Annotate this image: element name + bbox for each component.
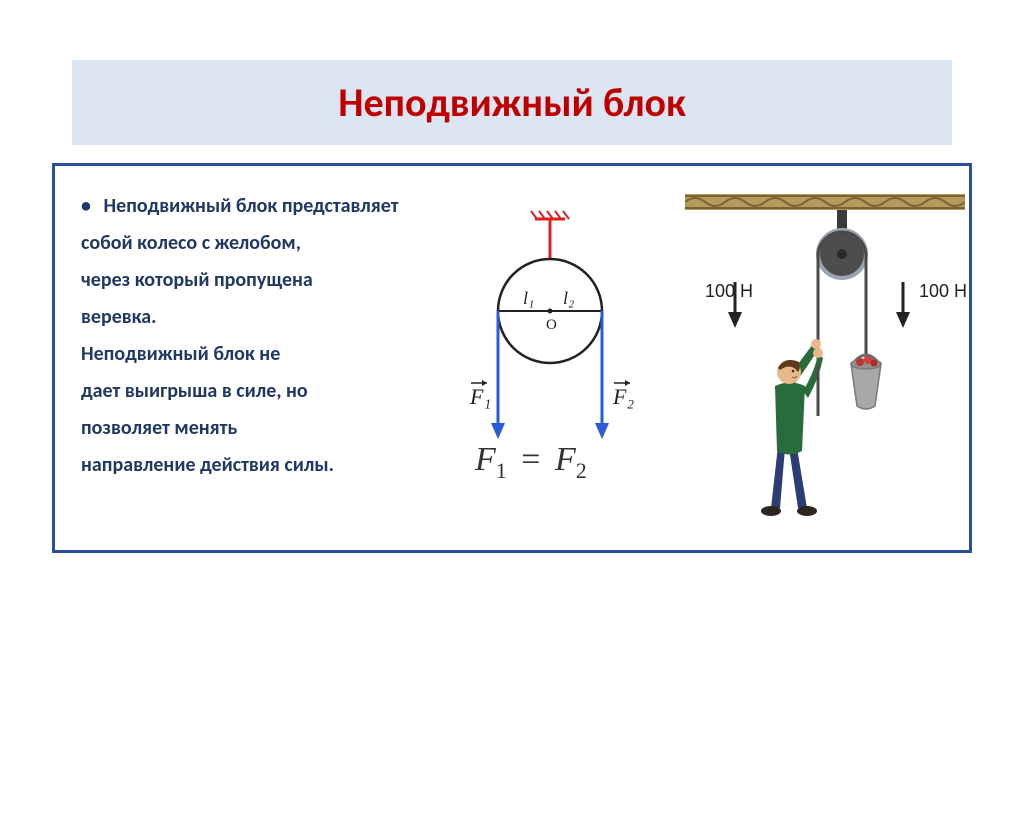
desc-line: дает выигрыша в силе, но xyxy=(81,379,308,403)
force-arrowhead-right xyxy=(896,312,910,328)
desc-line: Неподвижный блок не xyxy=(81,342,280,366)
bullet-icon: • xyxy=(81,188,99,225)
description-text: • Неподвижный блок представляет собой ко… xyxy=(81,188,401,484)
arrow-left xyxy=(491,423,505,439)
force-label-left: 100 H xyxy=(705,281,753,302)
page-title: Неподвижный блок xyxy=(72,78,952,127)
title-bar: Неподвижный блок xyxy=(72,60,952,145)
formula-text: F1 = F2 xyxy=(475,441,587,484)
desc-line: Неподвижный блок представляет xyxy=(104,194,399,218)
mount-icon xyxy=(531,211,569,259)
label-l1: l₁ xyxy=(523,288,534,308)
label-l2: l₂ xyxy=(563,288,574,308)
formula-eq: = xyxy=(515,441,546,478)
arrow-right xyxy=(595,423,609,439)
pulley-schematic-diagram: l₁ l₂ O F₁ F₂ xyxy=(445,196,655,476)
label-center: O xyxy=(546,317,557,333)
force-label-right: 100 H xyxy=(919,281,967,302)
desc-line: позволяет менять xyxy=(81,416,237,440)
person-pulley-illustration xyxy=(685,186,965,526)
person-figure xyxy=(761,339,823,516)
pulley-axle xyxy=(837,249,847,259)
label-f2: F₂ xyxy=(612,384,634,409)
label-f1: F₁ xyxy=(469,384,491,409)
formula-rsub: 2 xyxy=(576,458,587,483)
formula-rhs: F xyxy=(555,441,576,478)
formula-lhs: F xyxy=(475,441,496,478)
force-arrowhead-left xyxy=(728,312,742,328)
desc-line: веревка. xyxy=(81,305,157,329)
center-dot xyxy=(548,309,553,314)
bucket-icon xyxy=(851,355,881,409)
desc-line: собой колесо с желобом, xyxy=(81,231,301,255)
formula-lsub: 1 xyxy=(496,458,507,483)
content-box: • Неподвижный блок представляет собой ко… xyxy=(52,163,972,553)
desc-line: направление действия силы. xyxy=(81,453,334,477)
desc-line: через который пропущена xyxy=(81,268,313,292)
